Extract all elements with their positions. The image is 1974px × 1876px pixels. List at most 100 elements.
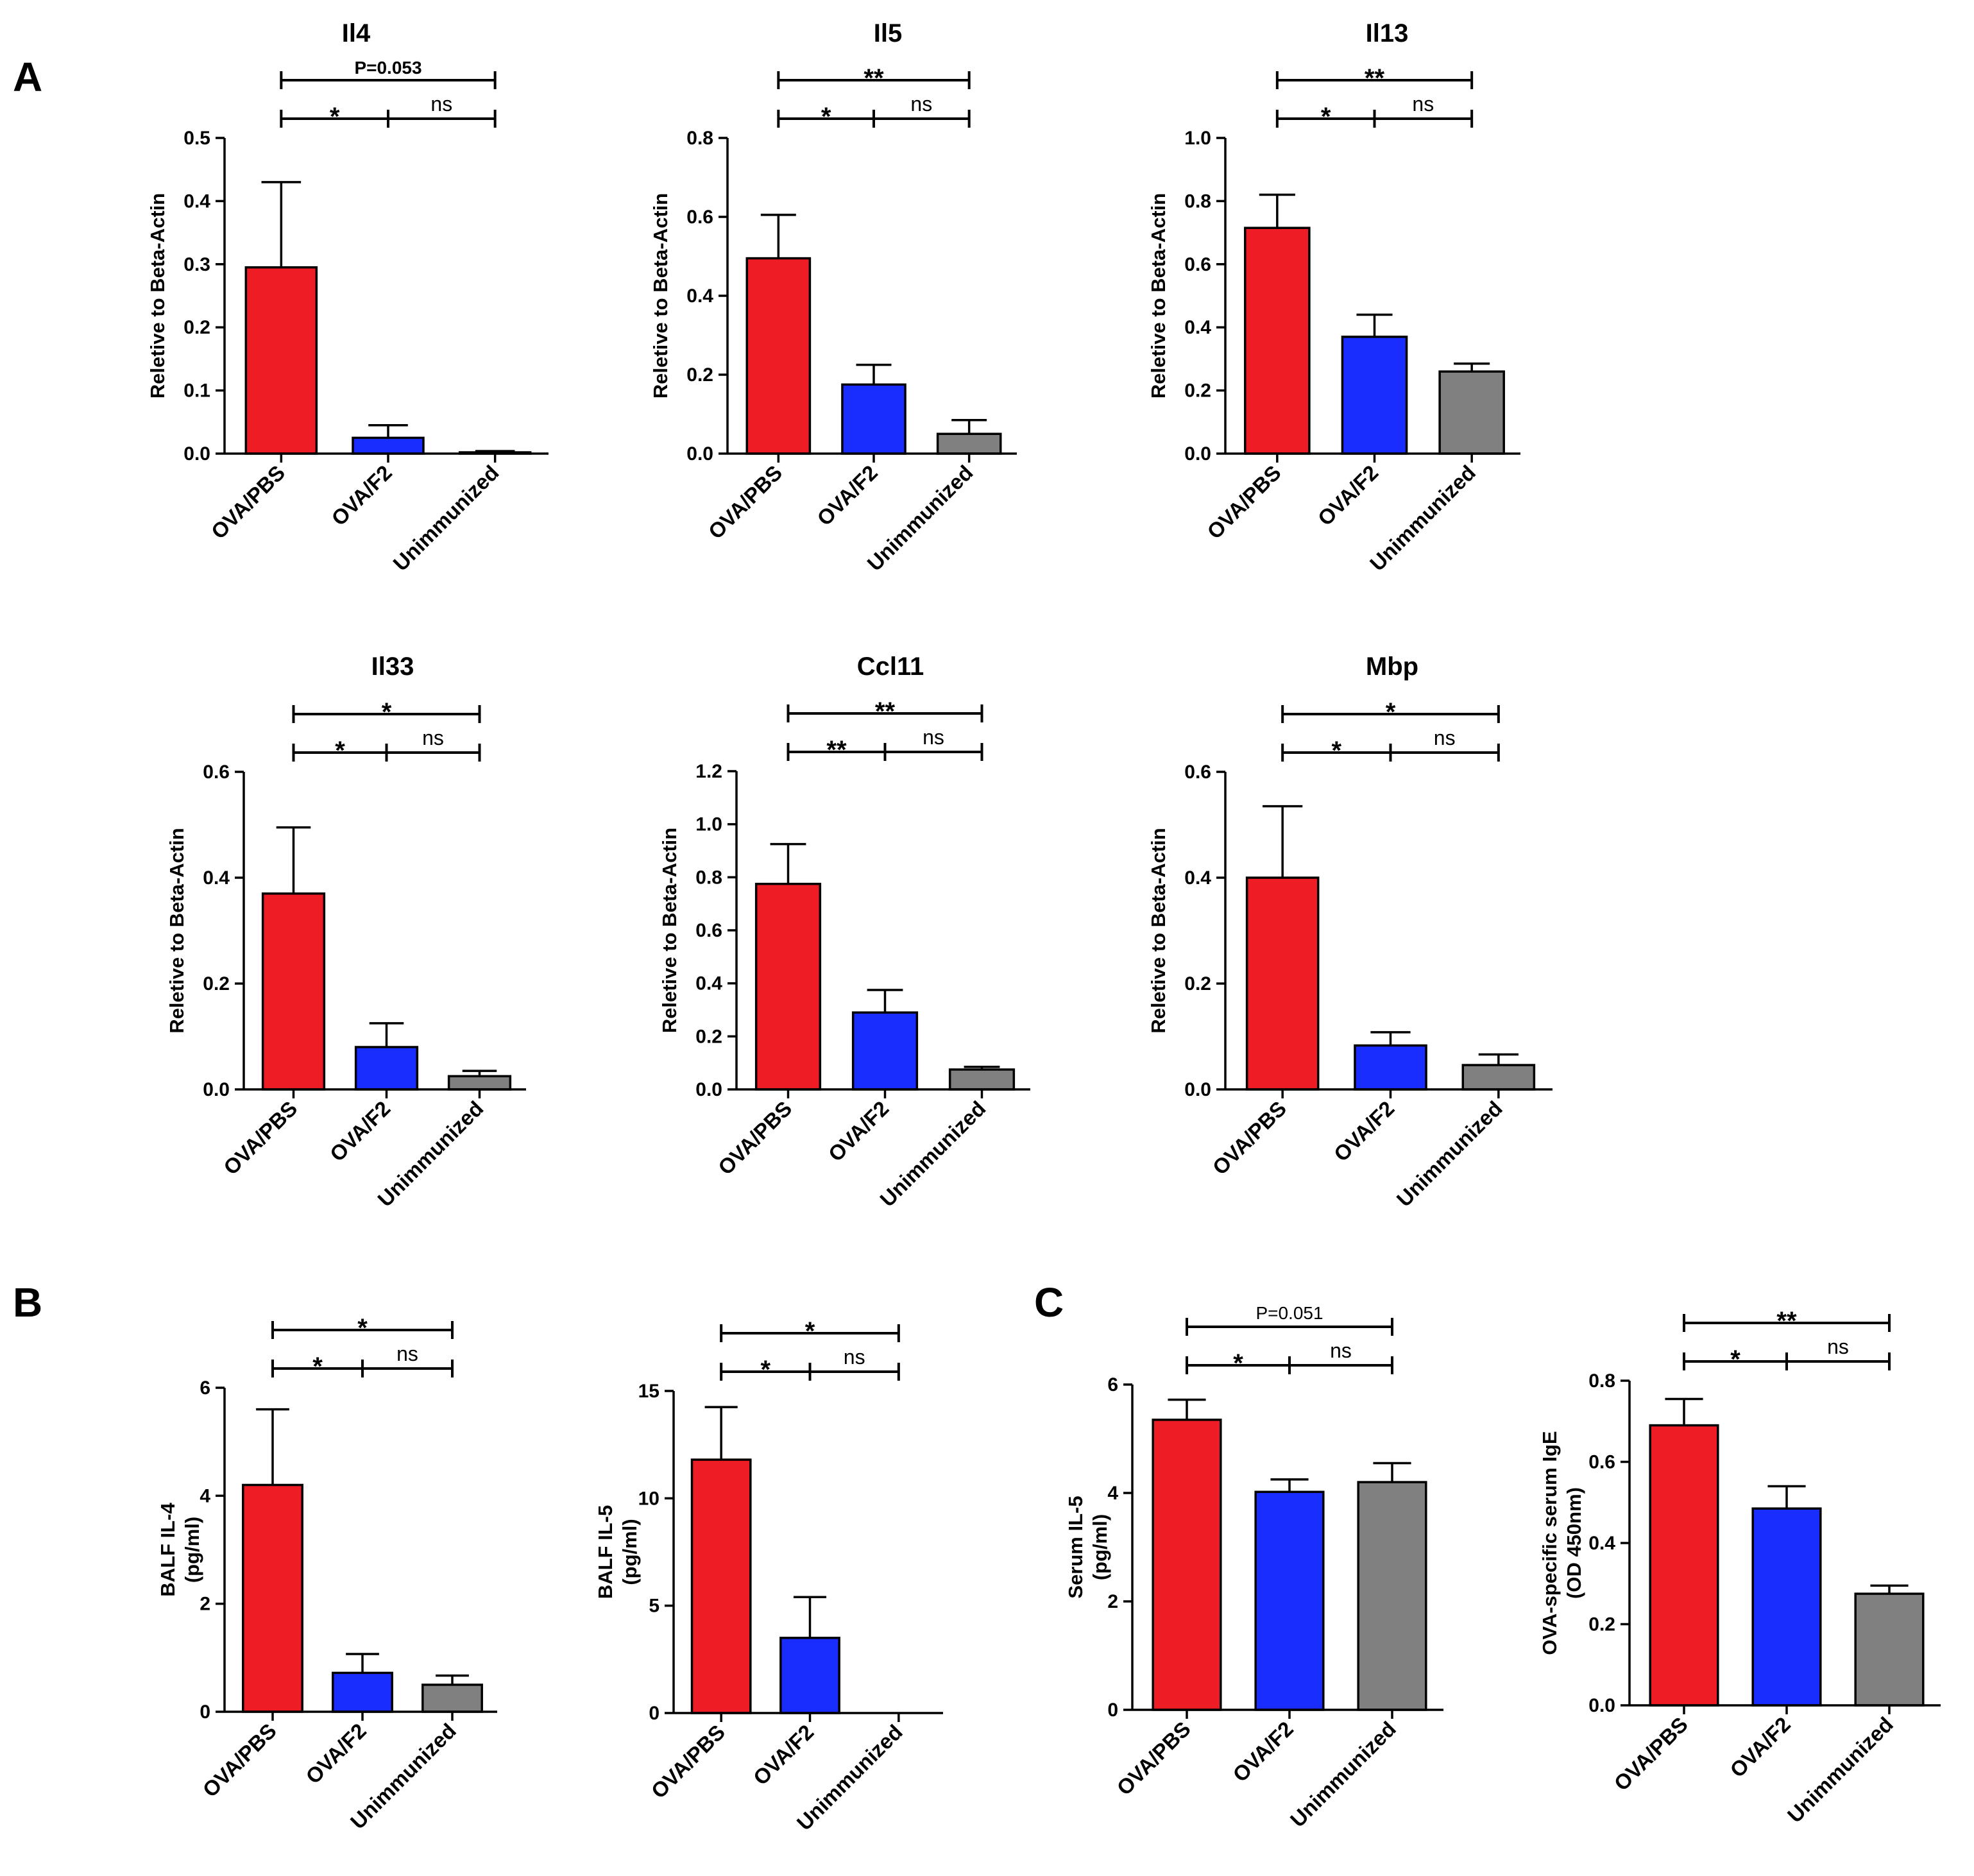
y-tick-label: 0.4 [695,973,722,994]
y-tick-label: 0.6 [1184,254,1211,275]
x-tick-label: OVA/PBS [198,1719,280,1802]
y-tick-label: 2 [1107,1591,1118,1612]
x-tick-label: Unimmunized [1392,1096,1507,1211]
y-tick-label: 0 [200,1701,210,1723]
bar-unimmunized [948,1068,1016,1091]
bar-ova-pbs [745,257,812,455]
significance-label: ** [826,736,847,764]
x-tick-label: OVA/PBS [1112,1717,1195,1800]
significance-label: ** [1776,1307,1797,1335]
significance-label: * [357,1314,368,1342]
significance-label: ** [875,697,896,726]
y-axis-label: Reletive to Beta-Actin [166,828,188,1033]
chart-title: Il4 [342,19,371,47]
y-tick-label: 0.6 [1184,762,1211,783]
x-tick-label: OVA/PBS [713,1096,796,1179]
bar-ova-pbs [1244,226,1311,455]
bar-ova-f2 [851,1011,919,1091]
y-tick-label: 4 [200,1485,210,1506]
y-axis-label-line: Serum IL-5 [1064,1496,1087,1598]
bar-unimmunized [421,1684,483,1713]
bar-ova-pbs [242,1483,303,1713]
significance-label: ns [1827,1335,1849,1358]
y-tick-label: 15 [638,1381,659,1402]
y-tick-label: 0.1 [183,380,210,402]
y-axis-label: Serum IL-5(pg/ml) [1064,1496,1111,1598]
significance-label: * [1321,103,1331,131]
y-tick-label: 0.8 [686,128,713,149]
chart-title: Mbp [1366,652,1418,681]
bar-ova-pbs [754,882,822,1091]
y-tick-label: 0.2 [695,1026,722,1047]
y-tick-label: 0.8 [1184,191,1211,212]
y-axis-label-line: (pg/ml) [181,1517,203,1583]
y-axis-label-line: Reletive to Beta-Actin [146,193,169,398]
bar-unimmunized [1461,1064,1536,1091]
y-axis-label-line: Reletive to Beta-Actin [166,828,188,1033]
y-axis-label-line: (OD 450nm) [1563,1487,1585,1599]
y-axis-label-line: Reletive to Beta-Actin [649,193,672,398]
x-tick-label: Unimmunized [1783,1712,1898,1827]
y-tick-label: 0.2 [686,364,713,386]
significance-label: * [761,1356,771,1384]
chart-0: Il4 0.0 0.1 0.2 0.3 0.4 0.5 OVA/PBS OVA/F2Unimmu… [146,19,549,576]
x-tick-label: OVA/F2 [327,461,396,531]
bar-ova-f2 [332,1671,393,1713]
y-tick-label: 0.4 [183,191,210,212]
x-tick-label: OVA/F2 [1313,461,1383,531]
y-tick-label: 0.4 [203,867,230,889]
y-tick-label: 0.0 [183,443,210,465]
x-tick-label: OVA/F2 [301,1719,371,1789]
chart-title: Ccl11 [857,652,924,681]
significance-label: * [335,737,345,765]
significance-label: * [1332,737,1342,765]
x-tick-label: Unimmunized [1365,461,1480,576]
significance-label: ns [1412,92,1434,115]
significance-label: * [382,698,392,726]
x-tick-label: Unimmunized [1286,1717,1400,1832]
y-axis-label: Reletive to Beta-Actin [1147,193,1170,398]
y-tick-label: 0.6 [686,207,713,228]
significance-label: ns [422,726,444,749]
y-tick-label: 0 [649,1703,659,1724]
x-tick-label: OVA/PBS [647,1720,729,1803]
x-tick-label: OVA/PBS [1202,461,1285,543]
significance-label: P=0.051 [1255,1303,1323,1323]
panel-label-b: B [13,1279,42,1326]
y-tick-label: 0.0 [1184,443,1211,465]
y-axis-label-line: (pg/ml) [618,1519,641,1585]
y-tick-label: 0.8 [1588,1370,1615,1392]
y-tick-label: 0.2 [1184,973,1211,994]
x-tick-label: OVA/PBS [704,461,787,543]
chart-title: Il13 [1366,19,1409,47]
bar-unimmunized [936,432,1002,455]
y-tick-label: 10 [638,1488,659,1509]
y-tick-label: 6 [200,1377,210,1399]
bar-ova-f2 [1751,1507,1822,1707]
y-tick-label: 0.2 [203,973,230,994]
y-axis-label: Reletive to Beta-Actin [649,193,672,398]
significance-label: ns [844,1345,865,1369]
y-axis-label-line: (pg/ml) [1089,1514,1111,1580]
y-axis-label-line: Reletive to Beta-Actin [1147,193,1170,398]
bar-ova-f2 [352,436,425,455]
y-tick-label: 0.6 [695,920,722,941]
y-axis-label-line: OVA-specific serum IgE [1538,1431,1561,1655]
bar-ova-pbs [1245,876,1320,1091]
y-tick-label: 0.8 [695,867,722,888]
significance-label: P=0.053 [354,58,421,78]
significance-label: ns [1330,1339,1352,1362]
y-axis-label-line: BALF IL-4 [157,1503,179,1597]
y-tick-label: 0.4 [1588,1533,1615,1554]
bar-unimmunized [447,1075,512,1091]
y-tick-label: 1.2 [695,761,722,782]
significance-label: * [805,1317,815,1345]
bar-ova-pbs [1152,1419,1222,1711]
